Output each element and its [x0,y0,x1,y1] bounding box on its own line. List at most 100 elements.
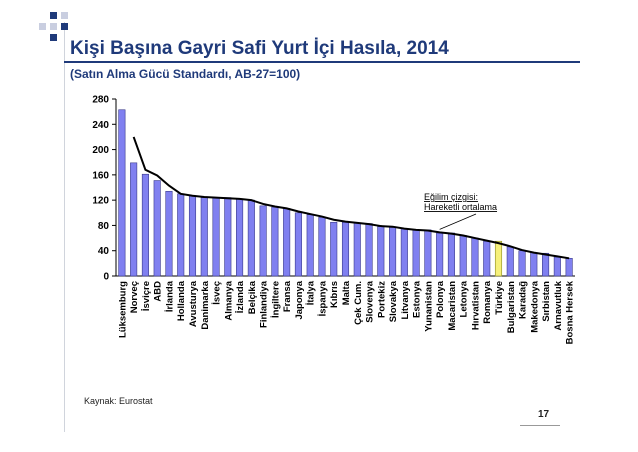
y-tick-label: 240 [92,120,109,131]
bar [412,229,420,277]
x-tick-label: ABD [153,281,164,302]
title-underline [64,61,580,63]
deco-square [39,23,46,30]
bar [483,240,491,277]
bar [365,223,373,277]
x-tick-label: Estonya [412,280,423,318]
x-tick-label: Finlandiya [259,280,270,328]
x-tick-label: Portekiz [376,281,387,318]
x-tick-label: İtalya [306,280,317,305]
bar [542,252,550,277]
deco-square [61,23,68,30]
x-tick-label: Japonya [294,280,305,319]
x-tick-label: Türkiye [494,281,505,315]
bar [389,227,397,277]
x-tick-label: Sırbistan [541,281,552,322]
x-tick-label: Avusturya [188,280,199,327]
bar [224,197,232,277]
bar [130,162,138,277]
bar [553,256,561,277]
slide-vertical-rule [64,22,65,432]
bar [259,205,267,277]
x-tick-label: Makedonya [529,280,540,332]
bar [341,221,350,277]
bar [506,246,514,277]
x-tick-label: Letonya [459,280,470,317]
deco-square [61,12,68,19]
annotation-pointer [439,213,477,230]
x-tick-label: İsveç [212,281,223,305]
bar [400,228,408,277]
x-tick-label: Norveç [129,281,140,313]
deco-square [50,23,57,30]
slide-subtitle: (Satın Alma Gücü Standardı, AB-27=100) [70,67,301,81]
bar [377,226,385,277]
bar [294,212,302,277]
x-tick-label: Çek Cum. [353,281,364,325]
page-number: 17 [538,409,550,420]
x-tick-label: Karadağ [518,281,529,319]
x-tick-label: Hollanda [176,280,187,321]
bar [200,197,208,277]
x-tick-label: Hırvatistan [470,281,481,330]
y-tick-label: 200 [92,145,109,156]
source-note: Kaynak: Eurostat [84,396,153,406]
x-tick-label: Polonya [435,280,446,318]
x-tick-label: Bosna Hersek [565,280,576,344]
x-tick-label: Belçika [247,280,258,314]
bar [188,195,197,277]
x-tick-label: Litvanya [400,280,411,319]
bar [447,232,455,277]
x-tick-label: Danimarka [200,280,211,329]
y-tick-label: 280 [92,95,109,106]
x-tick-label: Yunanistan [423,281,434,332]
x-tick-label: Fransa [282,280,293,312]
x-tick-label: Bulgaristan [506,281,517,333]
x-tick-label: İngiltere [270,281,281,318]
trend-annotation-line1: Eğilim çizgisi: [424,192,478,202]
bar [330,221,338,277]
y-tick-label: 40 [98,246,110,257]
x-tick-label: Romanya [482,280,493,323]
x-tick-label: İrlanda [164,280,175,312]
y-tick-label: 80 [98,221,110,232]
x-tick-label: İsviçre [141,281,152,311]
bar [565,257,573,277]
bar [306,214,314,277]
x-tick-label: Malta [341,280,352,305]
x-tick-label: İzlanda [235,280,246,313]
deco-square [50,12,57,19]
bar [153,180,161,277]
bar [247,199,255,277]
x-tick-label: Macaristan [447,281,458,331]
bar [471,237,479,277]
bar [236,198,244,277]
bar [436,232,444,277]
bar [141,173,149,277]
bar [518,250,526,277]
y-tick-label: 0 [103,272,109,283]
bar [177,193,185,277]
x-tick-label: Arnavutluk [553,280,564,330]
x-tick-label: Slovakya [388,280,399,322]
bar [424,229,432,277]
x-tick-label: Almanya [223,280,234,320]
deco-square [50,34,57,41]
bar [165,190,173,277]
bar [494,240,503,277]
x-tick-label: Lüksemburg [117,281,128,338]
bar [353,222,361,277]
trend-annotation-line2: Hareketli ortalama [424,202,497,212]
bar [271,206,279,277]
bar [530,252,538,277]
x-tick-label: Kıbrıs [329,281,340,308]
y-tick-label: 120 [92,196,109,207]
bar [318,216,326,277]
slide-title: Kişi Başına Gayri Safi Yurt İçi Hasıla, … [70,38,449,59]
page-number-rule [520,425,560,426]
x-tick-label: İspanya [317,280,328,316]
bar [459,235,467,277]
trend-line [132,136,570,260]
y-tick-label: 160 [92,170,109,181]
x-tick-label: Slovenya [365,280,376,322]
